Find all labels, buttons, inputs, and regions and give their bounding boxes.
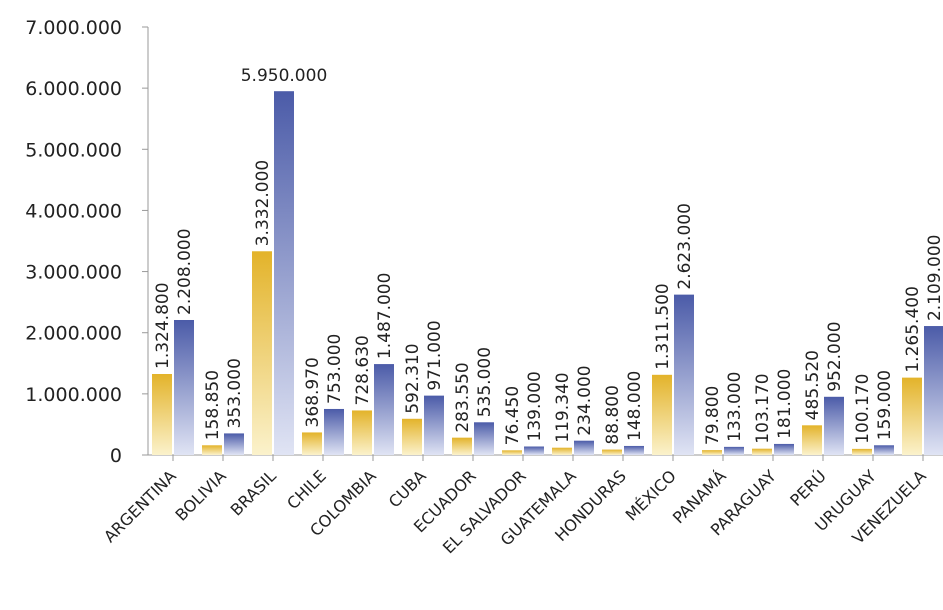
bar [552,447,572,455]
value-label: 5.950.000 [241,66,328,86]
bar [324,408,344,455]
value-label: 103.170 [753,373,773,443]
bar [702,450,722,455]
value-label: 148.000 [625,371,645,441]
value-label: 353.000 [225,358,245,428]
bar [674,294,694,455]
bar [752,448,772,455]
value-label: 181.000 [775,369,795,439]
value-label: 1.324.800 [153,282,173,369]
x-tick-label: BOLIVIA [171,466,229,524]
bar [402,418,422,455]
bar [424,395,444,455]
bar [874,445,894,455]
bar [624,445,644,455]
y-tick-label: 5.000.000 [25,139,122,161]
value-label: 535.000 [475,347,495,417]
bar [352,410,372,455]
value-label: 1.487.000 [375,273,395,360]
bar [174,319,194,455]
bar [724,446,744,455]
value-label: 283.550 [453,362,473,432]
bar [224,433,244,455]
value-label: 119.340 [553,372,573,442]
value-label: 368.970 [303,357,323,427]
value-label: 1.265.400 [903,286,923,373]
value-label: 158.850 [203,370,223,440]
bar [902,377,922,455]
y-tick-label: 6.000.000 [25,78,122,100]
x-tick-label: CUBA [385,466,430,511]
value-label: 159.000 [875,370,895,440]
x-tick-label: PERÚ [786,466,830,510]
value-label: 139.000 [525,371,545,441]
bar [824,396,844,455]
value-label: 76.450 [503,386,523,445]
x-tick-label: ARGENTINA [100,466,180,546]
value-label: 2.208.000 [175,228,195,315]
bar [574,440,594,455]
value-label: 2.623.000 [675,203,695,290]
value-label: 133.000 [725,372,745,442]
value-label: 88.800 [603,385,623,444]
value-label: 592.310 [403,343,423,413]
bar [252,251,272,455]
bar [774,443,794,455]
y-tick-label: 7.000.000 [25,17,122,39]
bar [502,450,522,455]
value-label: 79.800 [703,386,723,445]
bar [852,448,872,455]
value-label: 728.630 [353,335,373,405]
value-label: 971.000 [425,320,445,390]
x-tick-label: CHILE [283,466,330,513]
y-tick-label: 3.000.000 [25,262,122,284]
bar [524,446,544,455]
bar [652,374,672,455]
bar [202,445,222,455]
value-label: 753.000 [325,334,345,404]
y-tick-label: 0 [110,445,122,467]
value-label: 485.520 [803,350,823,420]
value-label: 1.311.500 [653,283,673,370]
bar [374,364,394,455]
value-label: 100.170 [853,374,873,444]
x-tick-label: BRASIL [227,466,280,519]
bar [274,91,294,455]
y-tick-label: 2.000.000 [25,323,122,345]
value-label: 952.000 [825,321,845,391]
bar [452,437,472,455]
value-label: 3.332.000 [253,160,273,247]
bar [924,326,943,455]
bar [802,425,822,455]
bar [152,373,172,455]
y-tick-label: 4.000.000 [25,200,122,222]
value-label: 2.109.000 [925,235,943,322]
y-tick-label: 1.000.000 [25,384,122,406]
value-label: 234.000 [575,365,595,435]
bar [602,449,622,455]
bar [302,432,322,455]
bar [474,422,494,455]
